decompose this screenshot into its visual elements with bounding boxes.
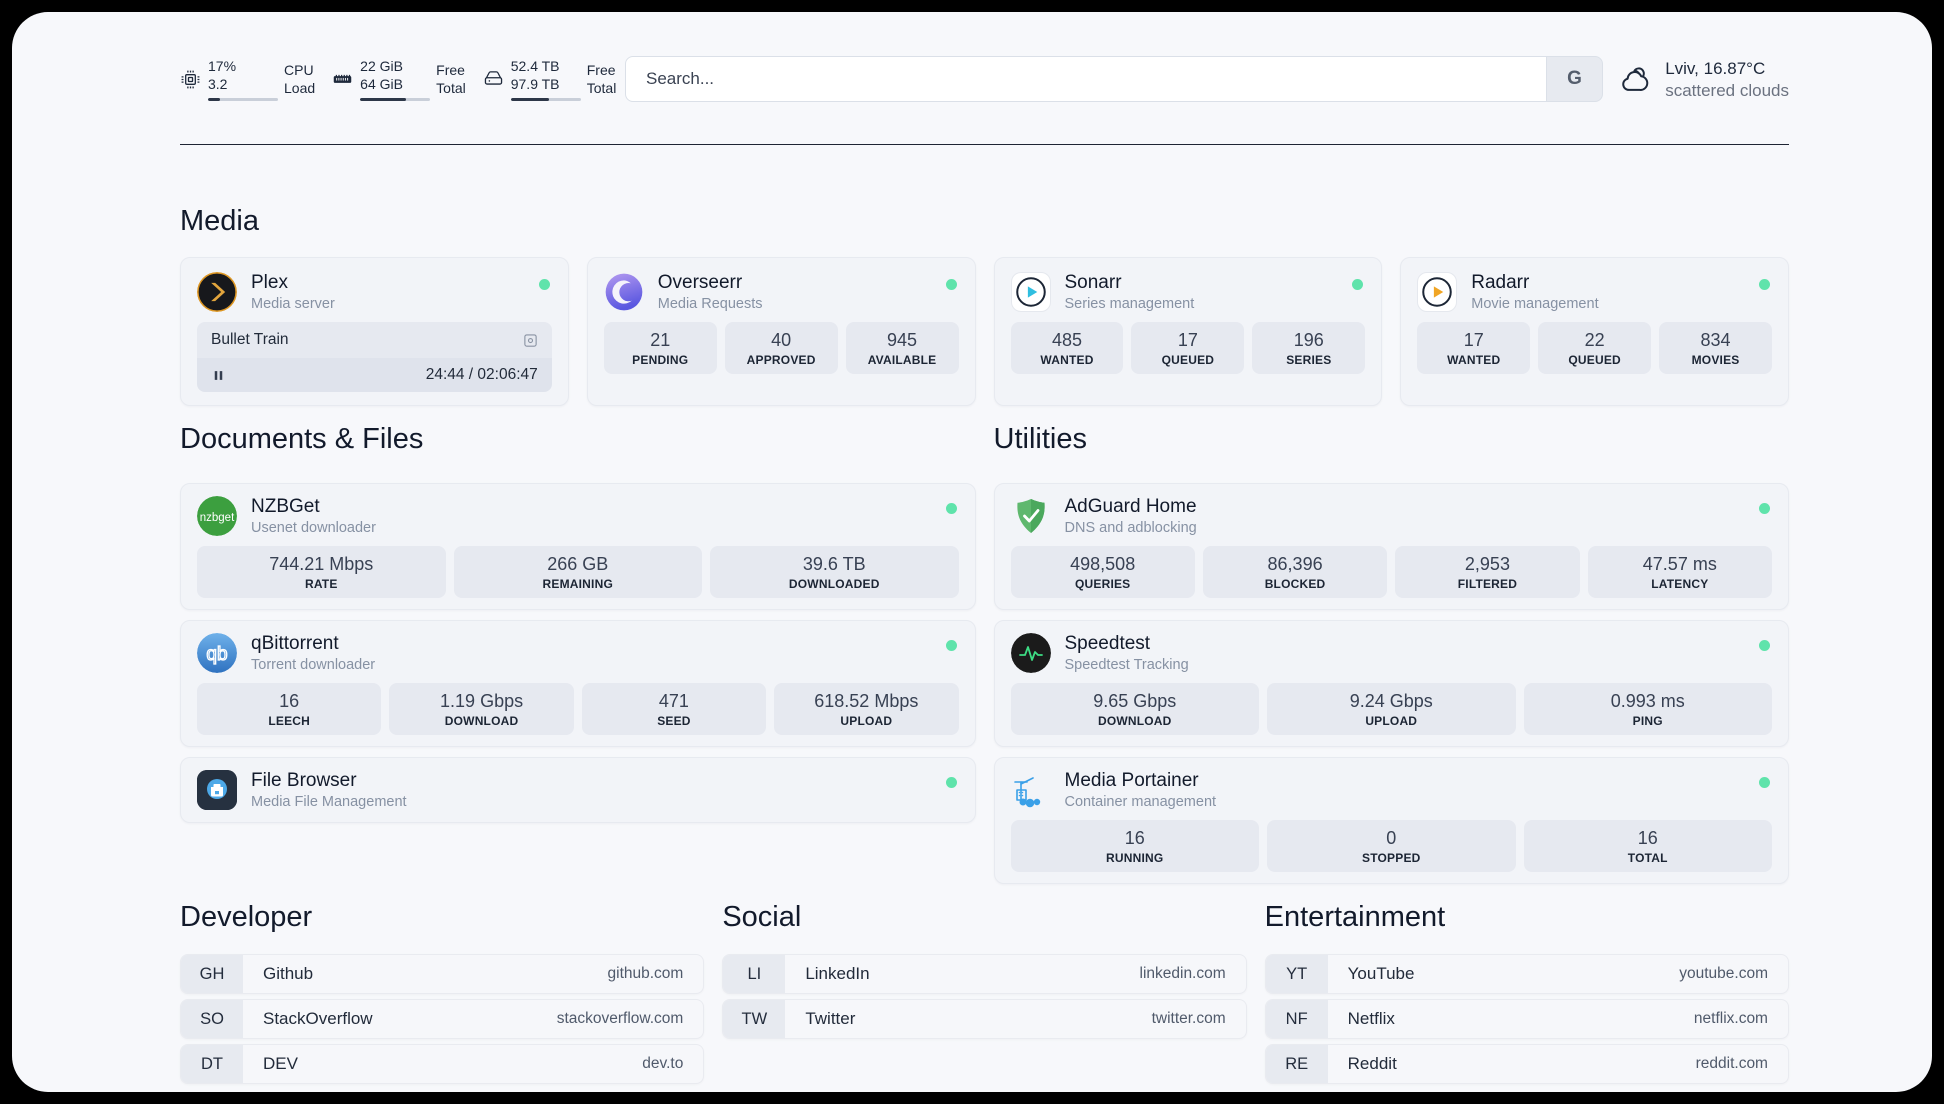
svg-text:nzbget: nzbget [200,512,235,524]
svg-text:qb: qb [206,644,227,665]
